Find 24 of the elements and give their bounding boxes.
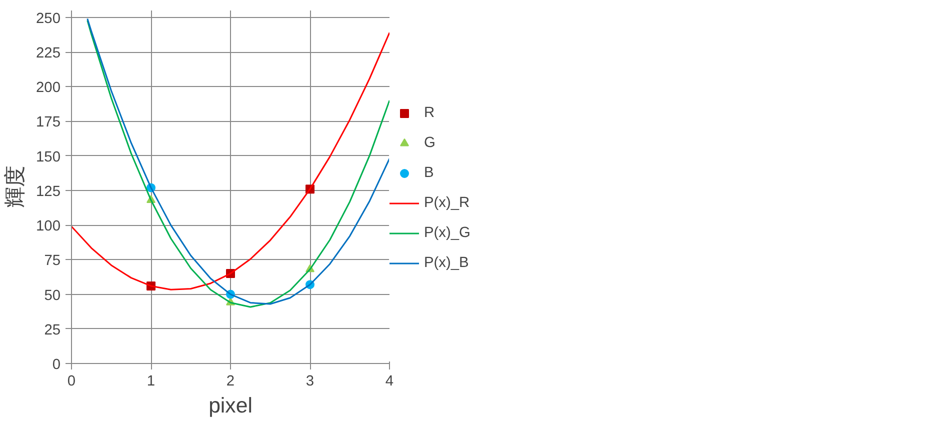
legend-label: R [424, 105, 436, 121]
y-tick-label: 175 [36, 114, 61, 131]
x-tick-label: 1 [146, 374, 156, 390]
y-tick-label: 75 [44, 253, 61, 270]
x-tick-label: 2 [226, 374, 235, 390]
legend-label: P(x)_R [424, 195, 470, 211]
y-tick-label: 0 [52, 357, 61, 373]
x-tick-label: 3 [306, 374, 314, 390]
y-tick-label: 150 [36, 149, 61, 166]
y-tick-label: 50 [44, 288, 61, 304]
legend-label: P(x)_G [424, 225, 470, 241]
legend-label: B [424, 165, 435, 181]
legend-label: P(x)_B [424, 255, 469, 271]
y-tick-label: 200 [36, 80, 61, 96]
legend-label: G [424, 135, 436, 151]
y-tick-label: 25 [44, 322, 61, 338]
y-axis-title: 輝度 [3, 166, 28, 208]
y-tick-label: 100 [36, 218, 61, 235]
x-axis-title: pixel [208, 394, 252, 418]
y-tick-label: 125 [36, 184, 61, 200]
y-tick-label: 250 [36, 10, 61, 27]
y-tick-label: 225 [36, 46, 61, 62]
x-tick-label: 4 [385, 374, 394, 390]
x-tick-label: 0 [67, 374, 76, 390]
